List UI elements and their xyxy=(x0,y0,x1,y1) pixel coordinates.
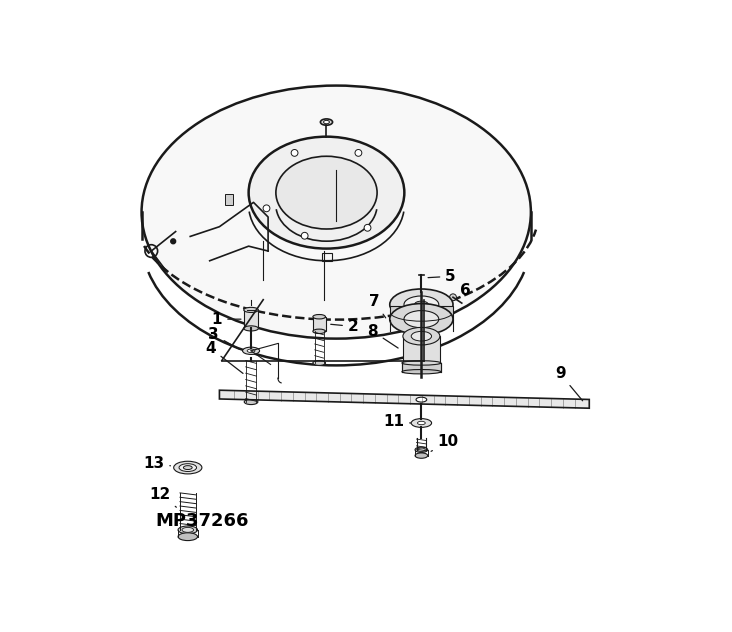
Bar xyxy=(244,310,258,329)
Ellipse shape xyxy=(411,418,432,427)
Ellipse shape xyxy=(244,307,258,312)
Bar xyxy=(225,194,233,205)
Text: 2: 2 xyxy=(331,319,359,334)
Text: 11: 11 xyxy=(383,414,411,429)
Circle shape xyxy=(291,150,298,156)
Ellipse shape xyxy=(184,466,193,470)
Text: 10: 10 xyxy=(431,434,459,451)
Text: 5: 5 xyxy=(428,269,456,284)
Bar xyxy=(403,336,440,363)
Ellipse shape xyxy=(416,397,427,402)
Text: MP37266: MP37266 xyxy=(155,512,249,530)
Circle shape xyxy=(419,289,425,295)
Text: 13: 13 xyxy=(143,456,171,471)
Ellipse shape xyxy=(389,289,453,320)
Ellipse shape xyxy=(404,296,438,313)
Ellipse shape xyxy=(249,137,404,248)
Circle shape xyxy=(449,294,457,301)
Ellipse shape xyxy=(242,347,260,355)
Ellipse shape xyxy=(417,448,425,451)
Ellipse shape xyxy=(415,453,427,458)
Ellipse shape xyxy=(415,447,427,453)
Ellipse shape xyxy=(414,301,428,308)
Circle shape xyxy=(263,205,270,212)
Circle shape xyxy=(364,224,371,231)
Ellipse shape xyxy=(244,326,258,331)
Ellipse shape xyxy=(389,303,453,335)
Ellipse shape xyxy=(182,528,194,532)
Ellipse shape xyxy=(179,464,197,471)
Ellipse shape xyxy=(313,315,326,319)
Ellipse shape xyxy=(417,422,425,425)
Ellipse shape xyxy=(244,399,258,404)
Ellipse shape xyxy=(404,310,438,328)
Ellipse shape xyxy=(321,119,332,125)
Bar xyxy=(402,363,441,372)
Ellipse shape xyxy=(402,370,441,374)
Circle shape xyxy=(302,233,308,239)
Ellipse shape xyxy=(276,156,377,229)
Ellipse shape xyxy=(403,327,440,345)
Circle shape xyxy=(355,150,362,156)
Ellipse shape xyxy=(178,533,198,540)
Polygon shape xyxy=(220,390,589,408)
Text: 7: 7 xyxy=(369,294,386,318)
Circle shape xyxy=(171,239,176,244)
Text: 3: 3 xyxy=(209,327,240,349)
Bar xyxy=(313,317,326,331)
Text: 6: 6 xyxy=(457,283,471,300)
Ellipse shape xyxy=(313,329,326,334)
Bar xyxy=(389,305,453,320)
Text: 1: 1 xyxy=(212,312,241,327)
Bar xyxy=(321,253,332,261)
Ellipse shape xyxy=(411,331,432,341)
Ellipse shape xyxy=(141,85,531,339)
Ellipse shape xyxy=(173,461,202,474)
Text: 8: 8 xyxy=(367,324,398,348)
Text: 9: 9 xyxy=(555,366,583,401)
Ellipse shape xyxy=(313,360,326,365)
Ellipse shape xyxy=(247,349,255,353)
Ellipse shape xyxy=(324,120,329,124)
Ellipse shape xyxy=(178,526,198,534)
Text: 4: 4 xyxy=(206,341,243,374)
Ellipse shape xyxy=(402,361,441,365)
Text: 12: 12 xyxy=(149,487,176,507)
